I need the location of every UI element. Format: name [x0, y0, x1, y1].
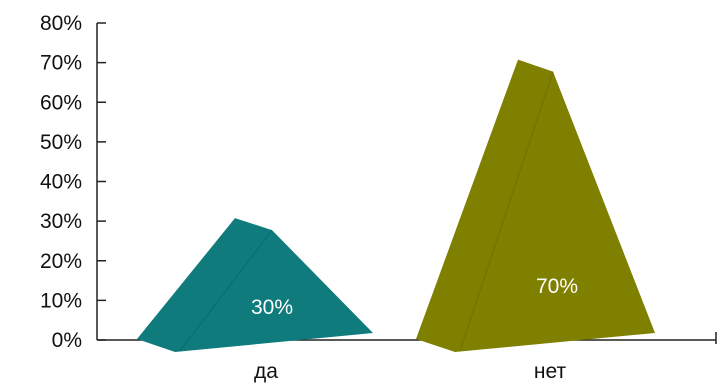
- category-label: да: [254, 360, 278, 383]
- y-tick-label: 30%: [40, 210, 82, 233]
- data-label: 70%: [536, 275, 578, 298]
- pyramid-ridge: [459, 71, 554, 352]
- pyramid-da: [137, 218, 373, 352]
- y-tick-label: 70%: [40, 52, 82, 75]
- y-tick-label: 80%: [40, 12, 82, 35]
- category-label: нет: [534, 360, 567, 383]
- y-tick-label: 20%: [40, 250, 82, 273]
- y-tick-label: 0%: [52, 329, 82, 352]
- data-label: 30%: [251, 296, 293, 319]
- y-tick-label: 10%: [40, 289, 82, 312]
- y-tick-label: 60%: [40, 91, 82, 114]
- pyramid-net: [416, 59, 655, 352]
- chart-marks: [137, 59, 655, 352]
- pyramid-ridge: [179, 229, 273, 352]
- y-tick-label: 40%: [40, 171, 82, 194]
- chart-labels: 0% 10% 20% 30% 40% 50% 60% 70% 80% да 30% нет 70%: [40, 12, 578, 383]
- y-tick-label: 50%: [40, 131, 82, 154]
